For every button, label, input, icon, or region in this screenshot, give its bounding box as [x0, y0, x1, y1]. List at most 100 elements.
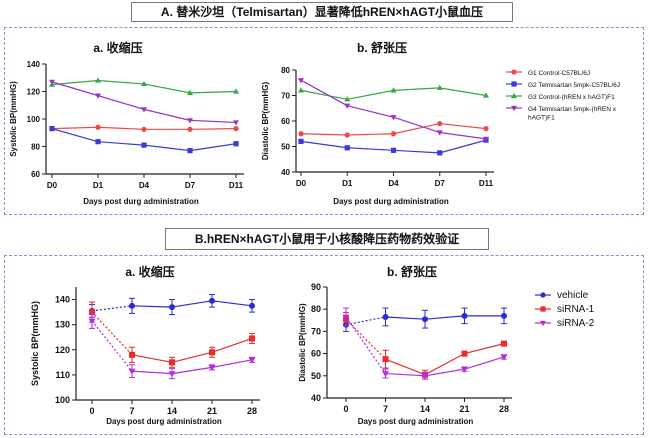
- data-point: [249, 302, 255, 309]
- data-point: [483, 92, 489, 98]
- data-point: [141, 107, 147, 113]
- series-line-segment: [51, 128, 99, 143]
- legend-marker: [511, 92, 517, 99]
- x-tick-label: 14: [420, 404, 430, 414]
- x-axis-label: Days post durg administration: [106, 417, 222, 426]
- data-point: [233, 88, 239, 94]
- series-line-segment: [171, 366, 213, 375]
- y-tick-label: 140: [55, 295, 70, 305]
- y-tick-label: 60: [281, 117, 290, 126]
- y-tick-label: 90: [311, 282, 321, 292]
- series-line-segment: [189, 119, 237, 124]
- chart-B_diastolic: b. 舒张压 40 50 60 70 80 90 0 7 14 21 28 Days post durg…: [298, 264, 512, 426]
- legend-marker: [511, 69, 517, 75]
- y-tick-label: 80: [311, 304, 321, 314]
- series-line-segment: [91, 305, 133, 312]
- series-line-segment: [51, 81, 99, 97]
- x-tick-label: D4: [139, 181, 150, 190]
- series-line-segment: [424, 368, 465, 377]
- legend-marker: [511, 81, 517, 87]
- y-tick-label: 50: [281, 143, 290, 152]
- series-line-segment: [347, 105, 394, 118]
- data-point: [209, 297, 215, 304]
- legend-item: G1 Control-C57BL/6J: [506, 69, 590, 77]
- y-tick-label: 140: [27, 60, 41, 69]
- y-tick-label: 130: [55, 320, 70, 330]
- chart-B_systolic: a. 收缩压 100 110 120 130 140 0 7 14 21 28 Days post d…: [30, 264, 260, 426]
- data-point: [344, 132, 350, 138]
- data-point: [382, 371, 389, 378]
- chart-A_diastolic: b. 舒张压 40 50 60 70 80 D0 D1 D4 D7 D11 Days post dur…: [261, 40, 494, 206]
- y-tick-label: 60: [31, 170, 40, 179]
- legend-label: siRNA-1: [557, 304, 595, 315]
- legend-item: siRNA-2: [535, 318, 595, 329]
- series-line-segment: [439, 139, 487, 154]
- legend-section-b: vehicle siRNA-1 siRNA-2: [535, 290, 595, 329]
- data-point: [461, 366, 468, 373]
- data-point: [436, 84, 443, 90]
- y-axis-label: Diastolic BP(mmHG): [261, 82, 270, 161]
- legend-item: G3 Control-(hREN x hAGT)F1: [506, 92, 615, 101]
- data-point: [187, 89, 193, 95]
- series-g1-control-c57bl-6j: [298, 120, 489, 138]
- legend-label: siRNA-2: [557, 318, 595, 329]
- x-tick-label: D7: [185, 181, 196, 190]
- series-line-segment: [424, 315, 465, 320]
- series-line-segment: [347, 133, 394, 136]
- legend-marker: [540, 306, 546, 312]
- series-g3-control-hren-x-hagt-f1: [298, 84, 489, 102]
- data-point: [501, 312, 507, 319]
- series-g2-telmisartan-5mpk-c57bl-6j: [49, 126, 239, 154]
- data-point: [169, 359, 175, 366]
- x-tick-label: 21: [207, 406, 217, 416]
- legend-item: siRNA-1: [535, 304, 595, 315]
- series-g3-control-hren-x-hagt-f1: [49, 77, 239, 95]
- y-tick-label: 80: [31, 143, 40, 152]
- data-point: [436, 130, 443, 136]
- data-point: [187, 126, 193, 132]
- data-point: [187, 118, 193, 124]
- series-line-segment: [439, 131, 487, 140]
- series-line-segment: [393, 122, 440, 135]
- series-line-segment: [347, 89, 394, 100]
- series-sirna-2: [88, 312, 256, 380]
- x-axis-label: Days post durg administration: [83, 197, 199, 206]
- series-line-segment: [51, 126, 99, 130]
- data-point: [95, 139, 101, 145]
- y-tick-label: 70: [281, 92, 290, 101]
- series-line-segment: [171, 351, 213, 363]
- series-line-segment: [393, 116, 440, 134]
- x-tick-label: 14: [167, 406, 177, 416]
- legend-item: G4 Telmisartan 5mpk-(hREN x hAGT)F1: [506, 105, 617, 122]
- series-line-segment: [385, 372, 426, 377]
- legend-marker: [540, 292, 546, 298]
- x-tick-label: 0: [343, 404, 348, 414]
- chart-title: a. 收缩压: [125, 264, 174, 279]
- x-tick-label: 7: [129, 406, 134, 416]
- legend-label: vehicle: [557, 290, 589, 301]
- series-line-segment: [439, 122, 487, 130]
- x-tick-label: D7: [435, 179, 446, 188]
- data-point: [89, 309, 95, 316]
- series-line-segment: [97, 126, 145, 130]
- series-sirna-2: [342, 307, 508, 380]
- data-point: [483, 126, 489, 132]
- data-point: [141, 80, 147, 87]
- series-line-segment: [91, 320, 133, 372]
- y-tick-label: 50: [311, 371, 321, 381]
- x-tick-label: 21: [459, 404, 469, 414]
- series-line-segment: [300, 133, 348, 136]
- data-point: [461, 312, 468, 319]
- series-line-segment: [131, 354, 173, 363]
- series-line-segment: [300, 79, 348, 107]
- y-axis-label: Systolic BP(mmHG): [9, 81, 18, 157]
- chart-title: b. 舒张压: [357, 40, 407, 55]
- series-g2-telmisartan-5mpk-c57bl-6j: [298, 137, 489, 156]
- series-line-segment: [97, 141, 145, 146]
- series-line-segment: [143, 144, 191, 152]
- legend-label: G1 Control-C57BL/6J: [528, 70, 590, 77]
- series-line-segment: [143, 108, 191, 121]
- x-tick-label: D0: [47, 181, 58, 190]
- series-line-segment: [300, 140, 348, 149]
- data-point: [344, 145, 350, 151]
